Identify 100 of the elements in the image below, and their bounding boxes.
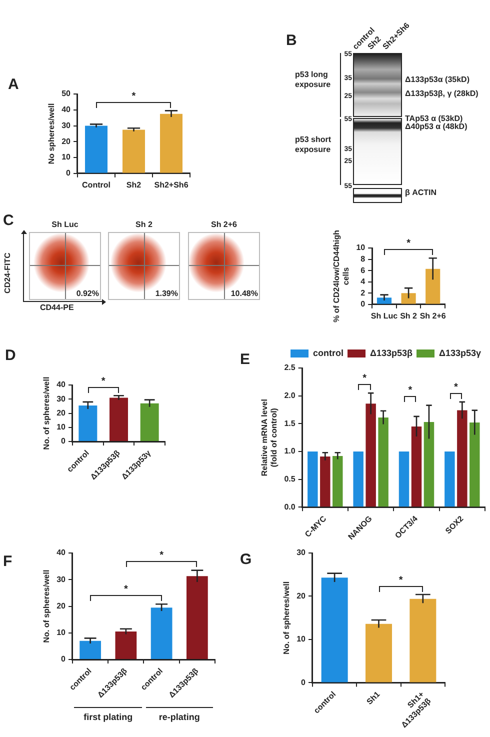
y-tick-label: 0 xyxy=(360,300,366,309)
bar xyxy=(444,451,455,507)
bar xyxy=(457,410,468,507)
annotation: * xyxy=(100,376,106,387)
x-tick-label: Sh Luc xyxy=(370,311,398,320)
text: CD44-PE xyxy=(40,303,74,313)
chart-title: F xyxy=(3,553,12,570)
x-tick-label: Sh1 xyxy=(364,689,382,706)
annotation: * xyxy=(362,373,368,384)
y-tick-label: 0 xyxy=(301,678,306,687)
bar xyxy=(353,451,364,507)
y-tick-label: 40 xyxy=(56,380,66,390)
text: CD24-FITC xyxy=(3,252,13,296)
y-tick-label: 2.0 xyxy=(284,391,296,400)
y-tick-label: 10 xyxy=(62,152,72,162)
category-label: Sh 2+6 xyxy=(210,220,238,230)
text: B xyxy=(286,32,297,49)
chart-title: G xyxy=(240,551,252,568)
y-tick-label: 10 xyxy=(296,634,306,644)
x-tick-label: Sh2+Sh6 xyxy=(154,180,189,190)
y-axis-title: Relative mRNA level (fold of control) xyxy=(260,399,279,476)
y-tick-label: 2.5 xyxy=(284,363,296,372)
bar xyxy=(110,398,128,442)
x-tick-label: Sh2 xyxy=(126,180,142,190)
y-axis-title: No. of spheres/well xyxy=(42,570,52,643)
y-tick-label: 30 xyxy=(56,394,66,404)
legend-label: control xyxy=(313,348,344,358)
y-tick-label: 30 xyxy=(62,120,72,130)
text: Δ133p53α (35kD) xyxy=(405,75,470,85)
annotation: * xyxy=(398,574,404,586)
bar xyxy=(401,293,416,304)
bar xyxy=(186,576,208,660)
y-tick-label: 10 xyxy=(56,422,66,432)
text: C xyxy=(3,212,14,229)
y-tick-label: 2 xyxy=(360,288,366,298)
y-axis-title: No. of spheres/well xyxy=(282,581,292,654)
text: 0.92% xyxy=(75,289,99,299)
category-label: Sh 2 xyxy=(134,220,154,230)
text: p53 long exposure xyxy=(295,70,332,90)
y-tick-label: 20 xyxy=(56,408,66,418)
chart-title: A xyxy=(8,76,19,93)
y-tick-label: 0 xyxy=(61,436,66,446)
y-tick-label: 1.5 xyxy=(284,418,296,428)
x-tick-label: Sh 2 xyxy=(400,311,418,320)
y-tick-label: 20 xyxy=(56,601,66,610)
y-tick-label: 30 xyxy=(56,574,66,584)
y-axis-title: No. of spheres/well xyxy=(42,376,52,450)
y-tick-label: 50 xyxy=(62,89,72,98)
y-tick-label: 4 xyxy=(360,277,366,286)
text: 10.48% xyxy=(230,289,258,299)
bar xyxy=(378,418,388,507)
y-tick-label: 0.0 xyxy=(284,502,296,512)
annotation: * xyxy=(122,584,129,596)
category-label: Sh Luc xyxy=(50,220,80,230)
bar xyxy=(426,268,440,304)
bar xyxy=(78,405,98,442)
text: Δ133p53β, γ (28kD) xyxy=(405,89,478,99)
text: p53 short exposure xyxy=(295,135,332,155)
annotation: * xyxy=(158,550,164,562)
bar xyxy=(424,422,434,507)
bar xyxy=(376,298,392,304)
y-tick-label: 0 xyxy=(66,168,72,178)
bar xyxy=(411,426,422,507)
y-tick-label: 8 xyxy=(360,254,366,264)
annotation: * xyxy=(407,385,414,396)
y-axis-title: No spheres/well xyxy=(47,103,56,164)
bar xyxy=(140,403,159,442)
y-axis-title: % of CD24low/CD44high cells xyxy=(332,230,351,322)
y-tick-label: 0 xyxy=(61,654,66,664)
bar xyxy=(321,578,348,682)
bar xyxy=(160,114,182,173)
bar xyxy=(410,598,436,682)
y-tick-label: 10 xyxy=(356,243,366,252)
y-tick-label: 10 xyxy=(56,628,66,638)
y-tick-label: 20 xyxy=(296,591,306,600)
text: Δ40p53 α (48kD) xyxy=(405,122,468,132)
text: re-plating xyxy=(158,712,201,722)
y-tick-label: 6 xyxy=(360,266,366,275)
text: TAp53 α (53kD) xyxy=(405,114,463,123)
annotation: * xyxy=(406,238,412,250)
bar xyxy=(80,640,101,660)
bar xyxy=(320,456,330,507)
text: 1.39% xyxy=(154,289,178,299)
y-tick-label: 40 xyxy=(56,548,66,558)
y-tick-label: 0.5 xyxy=(284,474,296,484)
text: β ACTIN xyxy=(405,188,437,198)
bar xyxy=(366,404,376,507)
bar xyxy=(366,624,392,682)
annotation: * xyxy=(130,90,137,102)
chart-title: D xyxy=(5,347,16,364)
bar xyxy=(150,608,172,660)
y-tick-label: 20 xyxy=(62,136,72,146)
legend-label: Δ133p53β xyxy=(370,348,414,358)
y-tick-label: 30 xyxy=(296,548,306,558)
text: first plating xyxy=(82,712,134,722)
bar xyxy=(122,130,145,173)
y-tick-label: 40 xyxy=(62,105,72,114)
bar xyxy=(332,456,343,507)
y-tick-label: 1.0 xyxy=(284,446,296,456)
bar xyxy=(85,126,108,173)
